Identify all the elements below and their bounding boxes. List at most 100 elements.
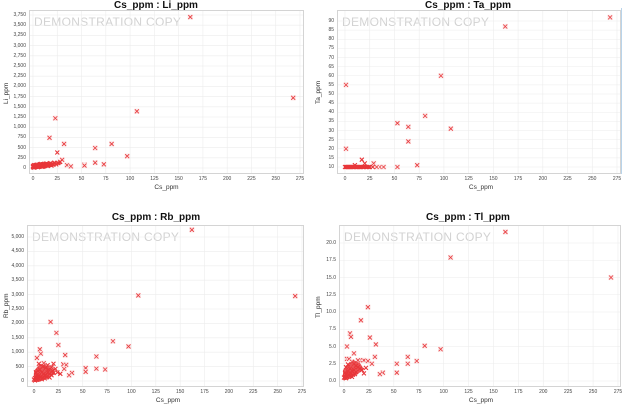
y-axis-label: Rb_ppm	[3, 293, 10, 318]
y-tick-label: 15.0	[326, 274, 336, 281]
x-tick-label: 25	[366, 389, 372, 395]
y-tick-label: 500	[17, 144, 26, 151]
x-tick-label: 250	[271, 176, 280, 182]
y-tick-label: 0	[23, 165, 26, 171]
plot-svg	[338, 11, 620, 173]
y-tick-label: 7.5	[329, 326, 336, 333]
y-tick-label: 20.0	[326, 240, 336, 246]
y-tick-label: 10.0	[326, 309, 336, 315]
y-tick-label: 45	[328, 100, 334, 107]
y-tick-label: 80	[328, 36, 334, 43]
y-tick-label: 90	[328, 18, 334, 24]
x-tick-label: 0	[31, 176, 35, 182]
y-tick-label: 40	[328, 109, 334, 116]
y-tick-label: 10	[328, 164, 334, 170]
x-tick-label: 175	[513, 176, 523, 182]
x-tick-label: 0	[343, 176, 347, 182]
y-tick-label: 35	[328, 118, 334, 125]
x-tick-label: 0	[342, 389, 346, 395]
y-tick-label: 65	[328, 63, 334, 70]
y-tick-label: 2,500	[13, 63, 26, 69]
x-tick-label: 250	[273, 389, 282, 395]
x-tick-label: 125	[464, 176, 473, 182]
plot-svg	[340, 226, 620, 386]
y-tick-label: 5.0	[329, 343, 336, 350]
scatter-chart-rb: Cs_ppm : Rb_ppm DEMONSTRATION COPY 0 500 1,0…	[0, 210, 312, 404]
y-tick-label: 4,500	[11, 248, 24, 255]
x-tick-label: 25	[54, 176, 61, 182]
x-tick-label: 50	[78, 176, 85, 182]
scatter-chart-li: Cs_ppm : Li_ppm DEMONSTRATION COPY 0 250 500…	[0, 0, 312, 191]
chart-title: Cs_ppm : Rb_ppm	[111, 212, 201, 223]
y-tick-label: 60	[328, 72, 334, 79]
x-tick-label: 125	[150, 176, 159, 182]
x-tick-label: 175	[200, 389, 209, 395]
y-tick-label: 0.0	[329, 378, 336, 384]
window-edge	[621, 8, 622, 174]
y-axis-label: Li_ppm	[3, 82, 10, 104]
x-tick-label: 275	[612, 176, 622, 182]
x-tick-label: 250	[588, 176, 597, 182]
x-tick-label: 225	[247, 176, 256, 182]
x-tick-label: 50	[391, 176, 398, 182]
y-tick-label: 4,000	[11, 262, 24, 269]
y-tick-label: 5,000	[11, 234, 24, 240]
data-points	[31, 227, 298, 383]
x-axis-label: Cs_ppm	[154, 184, 179, 191]
x-tick-label: 225	[564, 389, 573, 395]
x-tick-label: 75	[104, 389, 110, 395]
gridlines	[338, 11, 620, 173]
y-tick-label: 3,750	[13, 12, 26, 18]
x-tick-label: 250	[588, 389, 598, 395]
y-tick-label: 70	[328, 54, 334, 61]
x-tick-label: 100	[439, 389, 448, 395]
x-tick-label: 75	[415, 389, 422, 395]
x-tick-label: 150	[176, 389, 185, 395]
x-tick-label: 25	[55, 389, 62, 395]
y-tick-label: 2,500	[11, 306, 24, 312]
x-axis-label: Cs_ppm	[468, 184, 494, 191]
y-tick-label: 30	[328, 127, 334, 134]
y-tick-label: 3,250	[13, 32, 26, 39]
x-tick-label: 75	[416, 176, 422, 182]
y-tick-label: 1,500	[13, 103, 26, 110]
x-tick-label: 175	[514, 389, 523, 395]
y-tick-label: 85	[328, 27, 334, 34]
x-tick-label: 125	[151, 389, 160, 395]
y-tick-label: 500	[15, 363, 24, 370]
scatter-chart-tl: Cs_ppm : Tl_ppm DEMONSTRATION COPY 0.0 2.5 5…	[312, 210, 624, 404]
y-tick-label: 1,000	[11, 349, 24, 356]
y-tick-label: 0	[21, 378, 24, 384]
y-tick-label: 2.5	[329, 360, 336, 367]
y-tick-label: 1,500	[11, 334, 24, 341]
x-tick-label: 225	[249, 389, 258, 395]
x-tick-label: 50	[391, 389, 397, 395]
x-tick-label: 200	[539, 389, 548, 395]
y-axis-label: Ta_ppm	[315, 80, 322, 104]
chart-title: Cs_ppm : Tl_ppm	[426, 212, 510, 223]
y-tick-label: 15	[328, 154, 334, 161]
y-tick-label: 50	[328, 91, 334, 97]
x-axis-label: Cs_ppm	[155, 397, 181, 404]
x-tick-label: 100	[127, 389, 136, 395]
x-tick-label: 25	[366, 176, 373, 182]
gridlines	[340, 226, 620, 386]
x-tick-label: 275	[613, 389, 623, 395]
scatter-chart-ta: Cs_ppm : Ta_ppm DEMONSTRATION COPY 10 15 20 2…	[312, 0, 624, 191]
data-points	[342, 14, 613, 170]
y-tick-label: 2,250	[13, 73, 26, 80]
data-points	[341, 229, 614, 381]
plot-area[interactable]: DEMONSTRATION COPY	[337, 10, 621, 174]
plot-svg	[28, 226, 303, 386]
x-tick-label: 175	[198, 176, 208, 182]
y-tick-label: 1,750	[13, 93, 26, 100]
x-tick-label: 150	[489, 389, 498, 395]
x-tick-label: 275	[295, 176, 305, 182]
x-tick-label: 150	[489, 176, 498, 182]
x-tick-label: 225	[563, 176, 572, 182]
y-tick-label: 250	[17, 154, 26, 161]
chart-title: Cs_ppm : Ta_ppm	[425, 0, 511, 11]
y-tick-label: 12.5	[326, 291, 336, 298]
y-tick-label: 1,250	[13, 114, 26, 120]
y-tick-label: 3,000	[11, 291, 24, 298]
